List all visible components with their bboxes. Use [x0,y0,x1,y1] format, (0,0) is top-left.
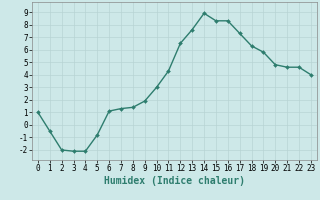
X-axis label: Humidex (Indice chaleur): Humidex (Indice chaleur) [104,176,245,186]
